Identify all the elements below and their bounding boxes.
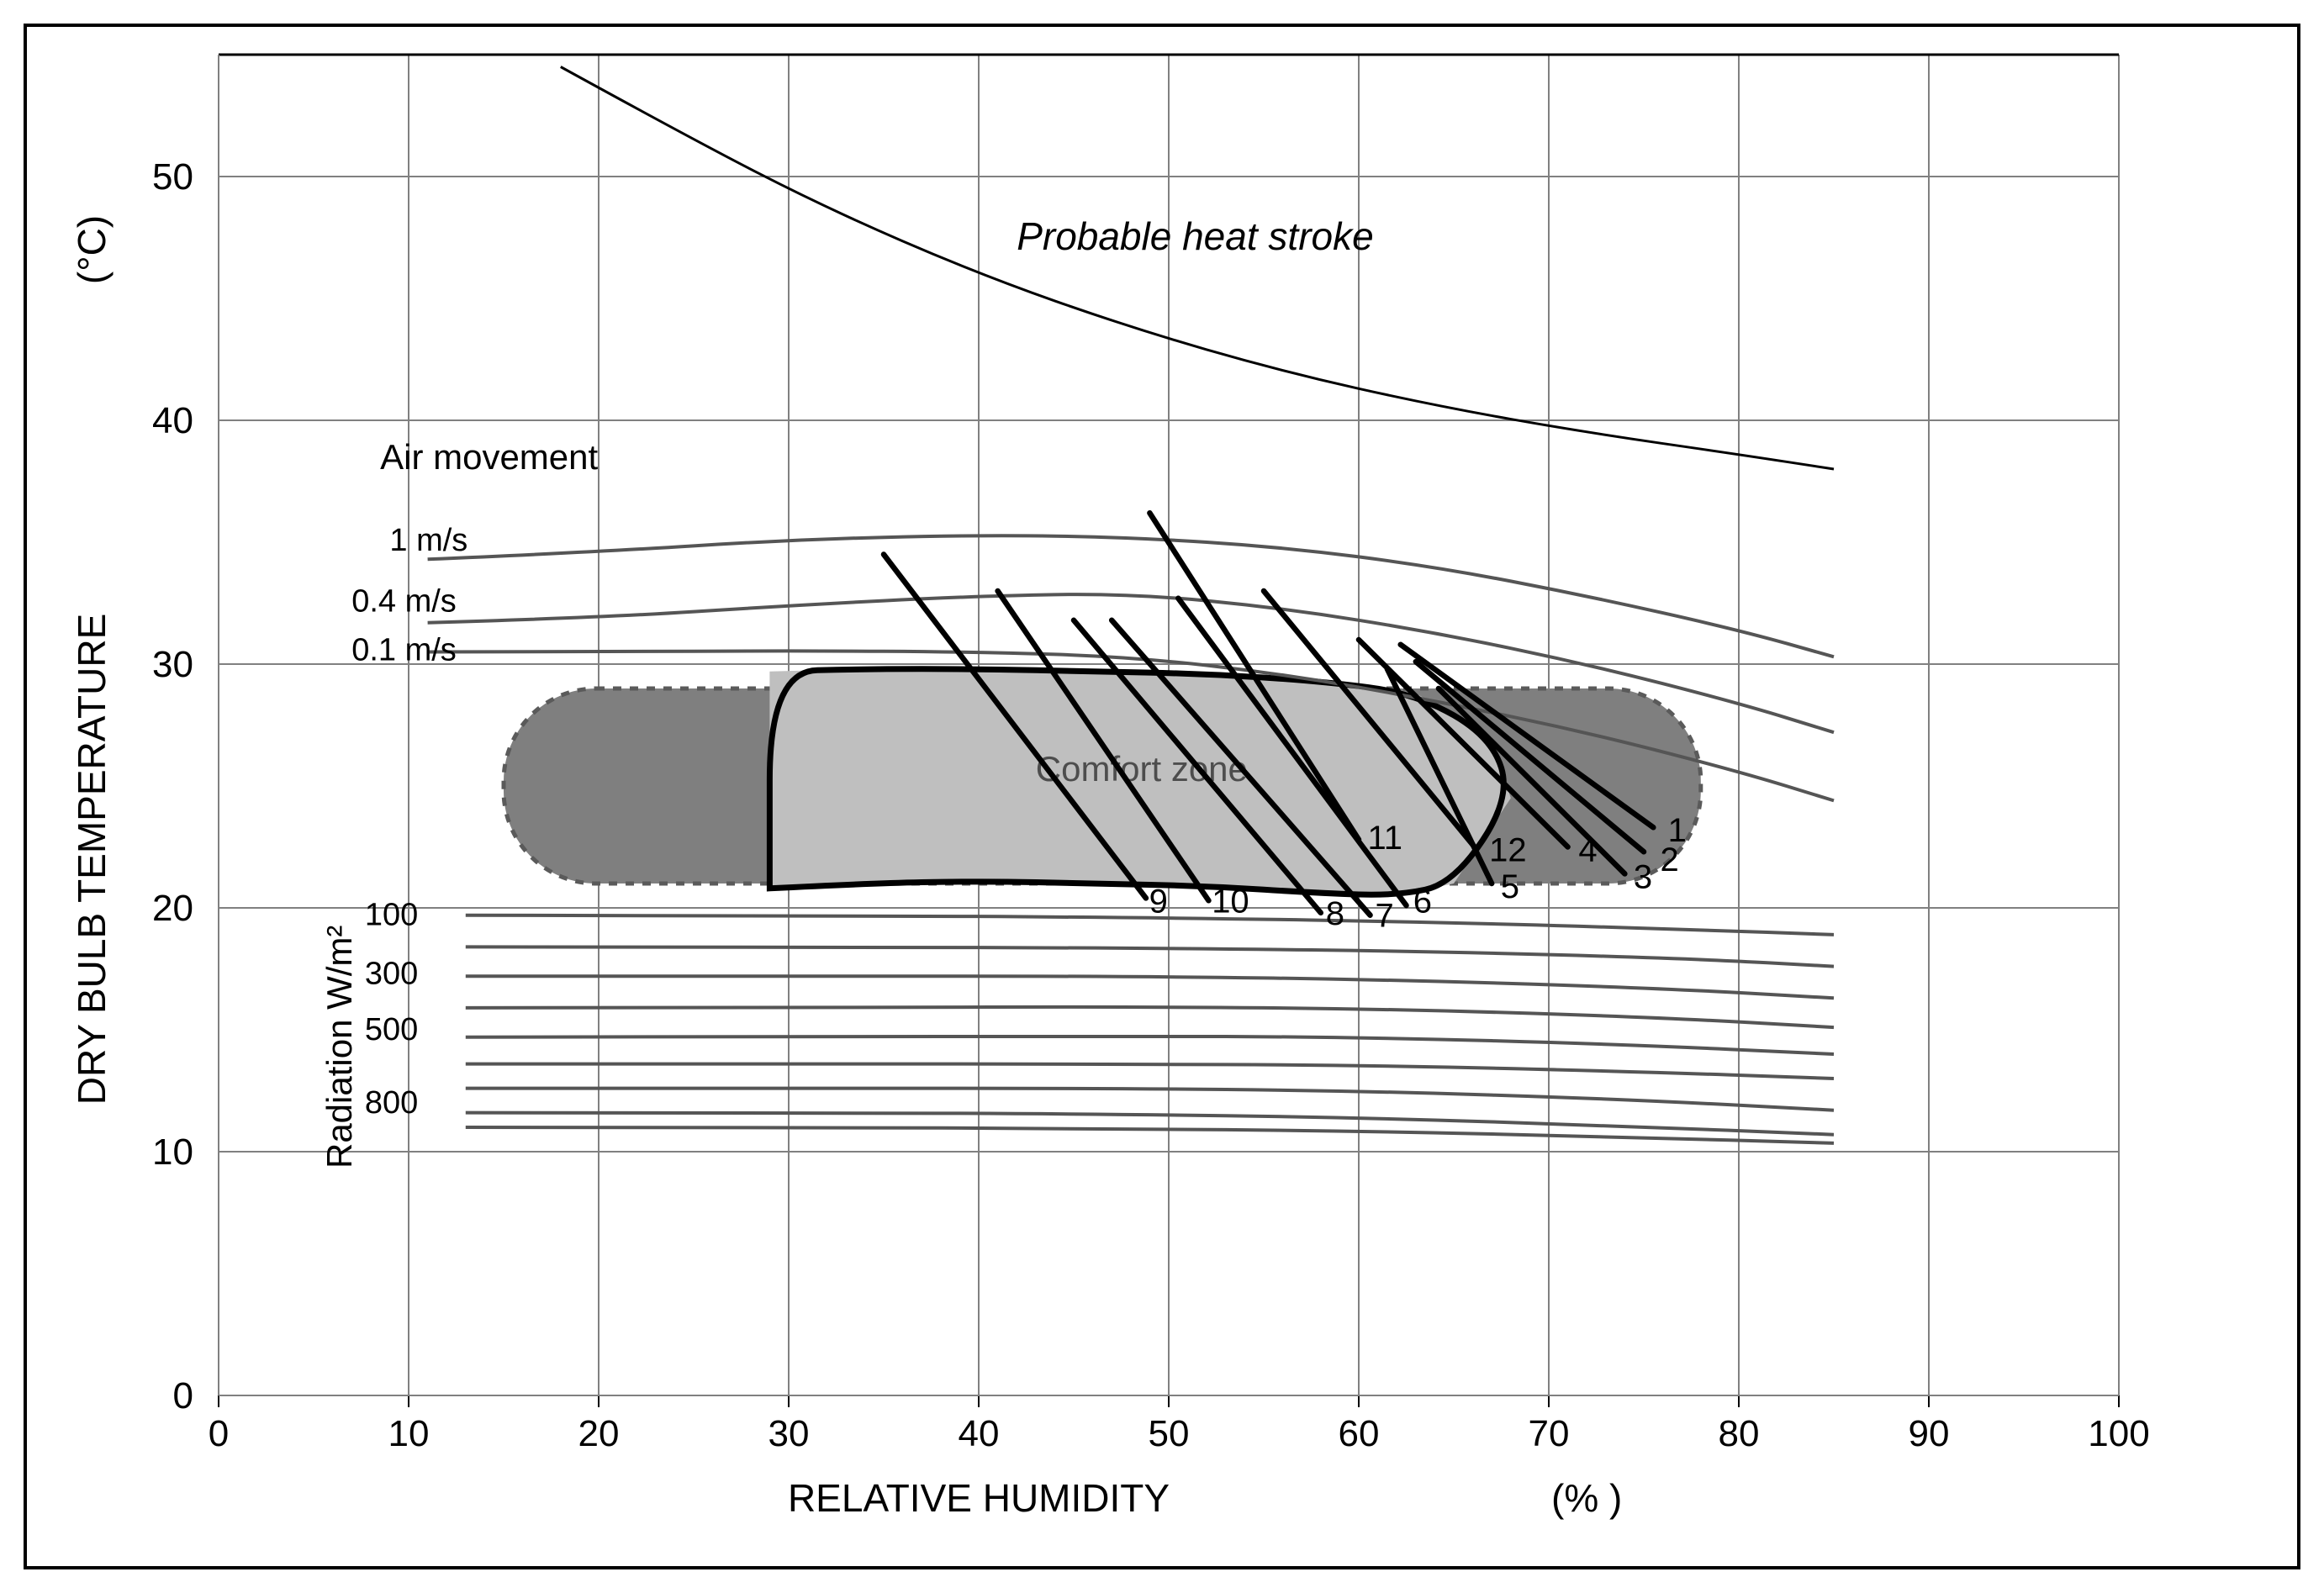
data-line-label: 7 (1376, 898, 1394, 935)
x-tick-label: 60 (1339, 1413, 1380, 1454)
x-tick-label: 30 (769, 1413, 810, 1454)
y-tick-label: 20 (152, 888, 193, 929)
radiation-level-label: 500 (365, 1012, 418, 1047)
radiation-curve (466, 1127, 1834, 1143)
x-tick-label: 70 (1529, 1413, 1570, 1454)
y-tick-label: 40 (152, 400, 193, 441)
radiation-level-label: 100 (365, 898, 418, 933)
x-tick-label: 40 (959, 1413, 1000, 1454)
air-movement-label: 0.1 m/s (351, 633, 457, 668)
data-line-label: 11 (1368, 820, 1403, 857)
x-tick-label: 20 (578, 1413, 620, 1454)
x-tick-label: 50 (1149, 1413, 1190, 1454)
heat-stroke-label: Probable heat stroke (1017, 214, 1374, 258)
data-line-label: 9 (1149, 883, 1168, 920)
radiation-curve (466, 1037, 1834, 1054)
y-tick-label: 0 (173, 1375, 193, 1416)
y-tick-label: 10 (152, 1131, 193, 1173)
data-line-label: 5 (1501, 868, 1519, 905)
x-tick-label: 0 (209, 1413, 229, 1454)
radiation-curve (466, 1113, 1834, 1135)
heat-stroke-curve (561, 67, 1834, 470)
comfort-zone-label: Comfort zone (1036, 749, 1248, 789)
data-line-label: 3 (1634, 858, 1652, 895)
radiation-title: Radiation W/m² (320, 926, 359, 1168)
x-tick-label: 90 (1909, 1413, 1950, 1454)
x-axis-unit: (% ) (1551, 1476, 1622, 1520)
x-tick-label: 100 (2088, 1413, 2149, 1454)
radiation-level-label: 800 (365, 1085, 418, 1121)
air-movement-label: 1 m/s (389, 523, 467, 558)
data-line-label: 4 (1578, 831, 1597, 868)
x-tick-label: 80 (1719, 1413, 1760, 1454)
x-tick-label: 10 (388, 1413, 430, 1454)
radiation-curve (466, 1089, 1834, 1110)
radiation-curve (466, 976, 1834, 998)
data-line-label: 6 (1413, 883, 1432, 920)
radiation-curve (466, 947, 1834, 966)
data-line-label: 8 (1326, 895, 1344, 932)
y-axis-unit: (°C) (70, 215, 114, 284)
air-movement-label: 0.4 m/s (351, 584, 457, 620)
data-line-label: 12 (1489, 831, 1527, 868)
y-tick-label: 50 (152, 156, 193, 198)
radiation-curve (466, 1064, 1834, 1079)
data-line-label: 10 (1212, 883, 1249, 920)
x-axis-label: RELATIVE HUMIDITY (788, 1476, 1170, 1520)
data-line-label: 2 (1661, 841, 1679, 878)
radiation-curve (466, 1007, 1834, 1027)
y-tick-label: 30 (152, 644, 193, 685)
air-movement-title: Air movement (380, 437, 598, 477)
radiation-level-label: 300 (365, 956, 418, 991)
y-axis-label: DRY BULB TEMPERATURE (70, 614, 114, 1105)
